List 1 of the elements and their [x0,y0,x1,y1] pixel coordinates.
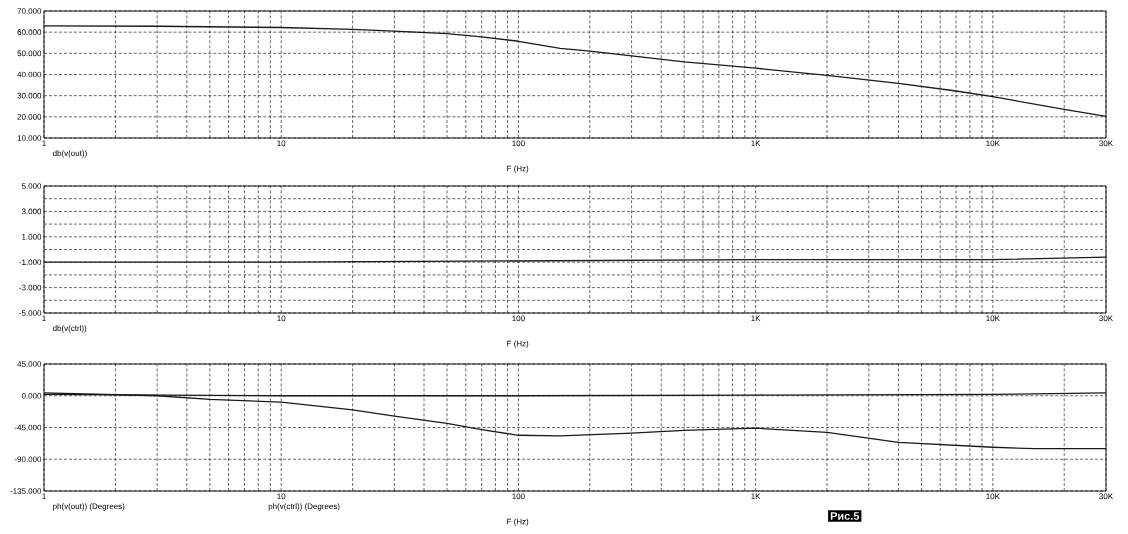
text: Рис.5 [830,512,860,520]
